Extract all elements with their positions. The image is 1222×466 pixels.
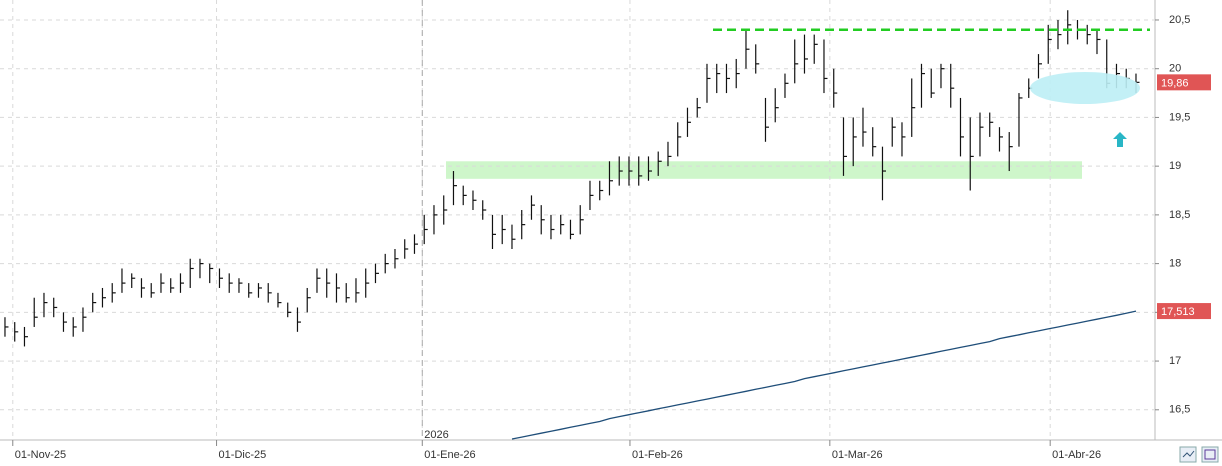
y-tick-label: 17 — [1169, 355, 1181, 367]
y-tick-label: 18,5 — [1169, 209, 1190, 221]
x-tick-label: 01-Nov-25 — [15, 449, 66, 461]
save-icon — [1204, 449, 1216, 460]
last-value-box — [1157, 74, 1211, 91]
x-tick-label: 01-Feb-26 — [632, 449, 683, 461]
year-label: 2026 — [424, 429, 448, 441]
moving-average — [511, 310, 1137, 440]
x-tick-label: 01-Ene-26 — [424, 449, 475, 461]
x-tick-label: 01-Mar-26 — [832, 449, 883, 461]
toolbar — [1179, 446, 1219, 463]
up-arrow — [1113, 132, 1127, 147]
save-button[interactable] — [1201, 446, 1219, 463]
y-tick-label: 20 — [1169, 63, 1181, 75]
last-value-label: 17,513 — [1161, 306, 1195, 318]
y-tick-label: 19 — [1169, 160, 1181, 172]
y-tick-label: 16,5 — [1169, 404, 1190, 416]
highlight-ellipse — [1030, 72, 1140, 104]
zoom-icon — [1182, 450, 1195, 458]
support-zone — [446, 161, 1082, 179]
y-tick-label: 20,5 — [1169, 14, 1190, 26]
y-tick-label: 19,5 — [1169, 111, 1190, 123]
y-tick-label: 18 — [1169, 258, 1181, 270]
last-value-label: 19,86 — [1161, 77, 1189, 89]
x-tick-label: 01-Dic-25 — [219, 449, 267, 461]
x-tick-label: 01-Abr-26 — [1052, 449, 1101, 461]
last-value-box — [1157, 303, 1211, 320]
